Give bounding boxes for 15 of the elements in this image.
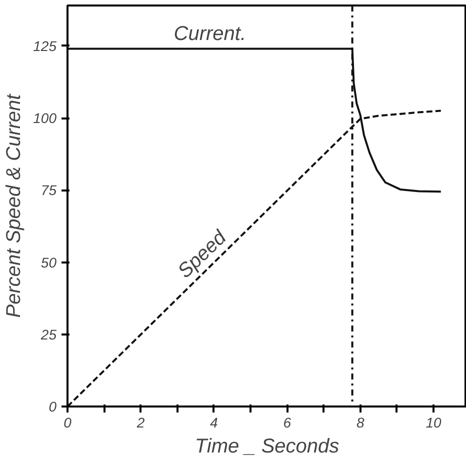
y-tick-label: 75 [40, 182, 57, 198]
x-axis-title: Time _ Seconds [194, 436, 340, 458]
y-tick-label: 125 [33, 38, 57, 54]
x-tick-label: 2 [136, 414, 145, 430]
y-tick-label: 50 [40, 254, 57, 270]
y-axis-title: Percent Speed & Current [3, 92, 26, 318]
y-tick-label: 0 [48, 398, 57, 414]
x-tick-label: 8 [356, 414, 364, 430]
series-label: Current. [174, 22, 246, 45]
y-tick-label: 100 [33, 110, 57, 126]
x-tick-label: 0 [64, 414, 72, 430]
x-tick-label: 6 [283, 414, 292, 430]
y-tick-label: 25 [40, 326, 57, 342]
x-tick-label: 4 [210, 414, 218, 430]
x-tick-label: 10 [426, 414, 442, 430]
